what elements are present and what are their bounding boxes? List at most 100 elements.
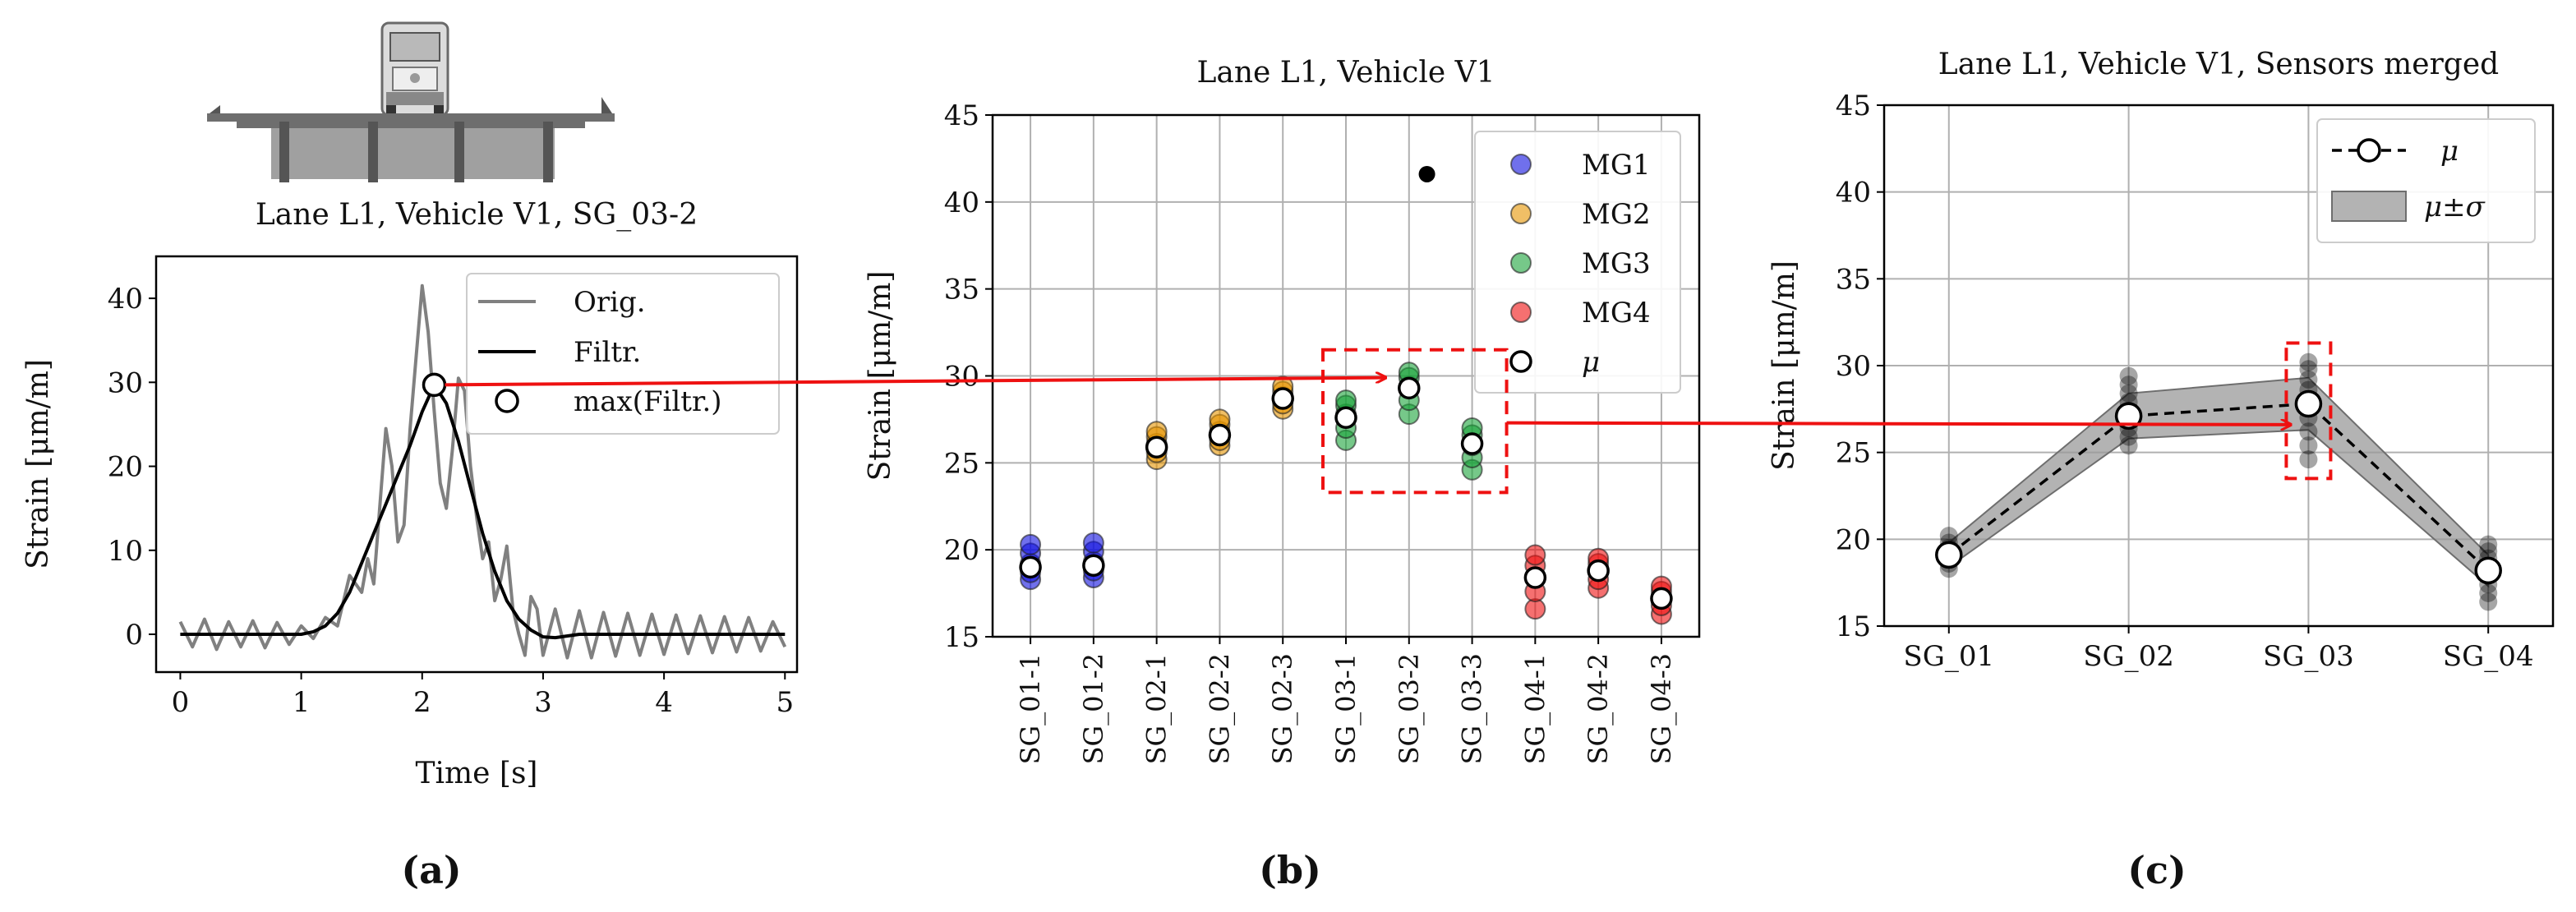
legend-band-swatch (2331, 191, 2407, 222)
sigma-band (1947, 376, 2490, 588)
plot-frame (991, 113, 1701, 638)
mean-marker (1019, 555, 1042, 579)
x-tick-label: SG_01 (1903, 640, 1994, 673)
y-tick-label: 30 (108, 366, 143, 399)
y-tick-label: 45 (944, 99, 979, 132)
plot-frame (154, 255, 799, 674)
y-tick-label: 35 (1836, 263, 1871, 296)
legend-swatch (1509, 350, 1532, 373)
raw-point (2299, 370, 2318, 389)
x-tick-label: SG_04-1 (1519, 653, 1551, 764)
legend-mu-label: μ (2440, 135, 2458, 168)
raw-point (2299, 450, 2318, 469)
x-tick-label: 0 (172, 686, 190, 719)
highlight-box-sg03-sensors (1321, 348, 1509, 495)
data-point (1020, 533, 1042, 555)
y-axis-label: Strain [μm/m] (1767, 260, 1801, 471)
panel-label-c: (c) (2127, 848, 2187, 892)
x-tick-label: SG_03-3 (1457, 653, 1488, 764)
chart-title: Lane L1, Vehicle V1 (1196, 56, 1495, 90)
legend-box (466, 273, 780, 435)
y-tick-label: 0 (125, 619, 143, 652)
raw-point (2479, 583, 2498, 602)
orig-signal-line (178, 283, 787, 660)
panel-label-a: (a) (401, 848, 461, 892)
raw-point (2119, 384, 2138, 403)
data-point (1524, 544, 1546, 566)
plot-frame (1882, 104, 2555, 628)
mean-marker (1935, 541, 1963, 569)
raw-point (2119, 427, 2138, 446)
arrow-b-to-c (1506, 423, 2291, 425)
raw-point (2299, 422, 2318, 441)
mean-marker (1208, 423, 1232, 447)
mean-marker (1398, 376, 1421, 400)
legend-swatch (1510, 154, 1532, 175)
panel-b-chart: Lane L1, Vehicle V1 15 20 25 30 35 40 45 SG_01-1… (864, 56, 1701, 764)
legend-max-swatch (495, 389, 519, 413)
data-point (1082, 532, 1104, 554)
raw-point (2479, 592, 2498, 611)
legend-max-label: max(Filtr.) (574, 385, 722, 418)
y-tick-label: 20 (944, 534, 979, 567)
x-tick-label: SG_03-1 (1330, 653, 1362, 764)
legend-box (1474, 131, 1681, 394)
legend-label: MG3 (1582, 247, 1651, 280)
y-axis-label: Strain [μm/m] (21, 359, 55, 569)
panel-label-b: (b) (1259, 848, 1321, 892)
legend-swatch (1510, 203, 1532, 224)
y-tick-label: 40 (1836, 177, 1871, 210)
mean-marker (2474, 556, 2502, 585)
x-tick-label: SG_02-2 (1204, 653, 1235, 764)
x-tick-label: 5 (776, 686, 794, 719)
x-tick-label: SG_02 (2083, 640, 2174, 673)
mean-marker (1587, 559, 1610, 583)
mean-marker (1082, 554, 1105, 577)
y-tick-label: 15 (944, 621, 979, 654)
mean-marker (2294, 389, 2323, 418)
raw-point (1939, 527, 1958, 546)
legend-label: μ (1582, 346, 1600, 379)
x-tick-label: 4 (655, 686, 673, 719)
mean-marker (1523, 566, 1547, 589)
y-tick-label: 35 (944, 274, 979, 306)
legend-box (2316, 118, 2536, 243)
y-axis-label: Strain [μm/m] (864, 271, 897, 481)
x-axis-label: Time [s] (416, 757, 538, 790)
highlight-box-sg03-merged (2284, 341, 2333, 481)
raw-point (2299, 436, 2318, 455)
mean-marker (2114, 402, 2143, 431)
max-filtered-marker (422, 372, 447, 398)
chart-title: Lane L1, Vehicle V1, Sensors merged (1938, 48, 2499, 81)
mean-line (1947, 402, 2490, 572)
mean-marker (1145, 435, 1168, 459)
x-tick-label: SG_02-1 (1141, 653, 1173, 764)
panel-a-chart: Lane L1, Vehicle V1, SG_03-2 0 1 2 3 4 5 0 10 20 3… (21, 198, 799, 790)
x-tick-label: 3 (534, 686, 552, 719)
legend-filt-label: Filtr. (574, 336, 641, 369)
panel-c-chart: Lane L1, Vehicle V1, Sensors merged 15 20 2… (1767, 48, 2555, 673)
mean-marker (1650, 587, 1673, 610)
y-tick-label: 30 (944, 361, 979, 394)
raw-point (2299, 352, 2318, 371)
legend-band-label: μ±σ (2424, 191, 2486, 223)
y-tick-label: 25 (1836, 437, 1871, 470)
y-tick-label: 10 (108, 535, 143, 568)
raw-point (2299, 360, 2318, 379)
y-tick-label: 40 (944, 187, 979, 219)
x-tick-label: SG_02-3 (1267, 653, 1298, 764)
raw-point (2119, 375, 2138, 394)
x-tick-label: SG_04-2 (1583, 653, 1614, 764)
y-tick-label: 20 (108, 451, 143, 484)
mean-marker (1271, 387, 1294, 410)
bridge-icon (207, 97, 615, 182)
x-tick-label: 1 (293, 686, 311, 719)
bridge-truck-illustration (207, 21, 615, 182)
connector-arrows (445, 341, 2333, 495)
legend-swatch (1510, 302, 1532, 323)
truck-icon (380, 21, 449, 117)
raw-point (2119, 436, 2138, 455)
y-tick-label: 15 (1836, 610, 1871, 643)
arrow-a-to-b (445, 378, 1385, 387)
